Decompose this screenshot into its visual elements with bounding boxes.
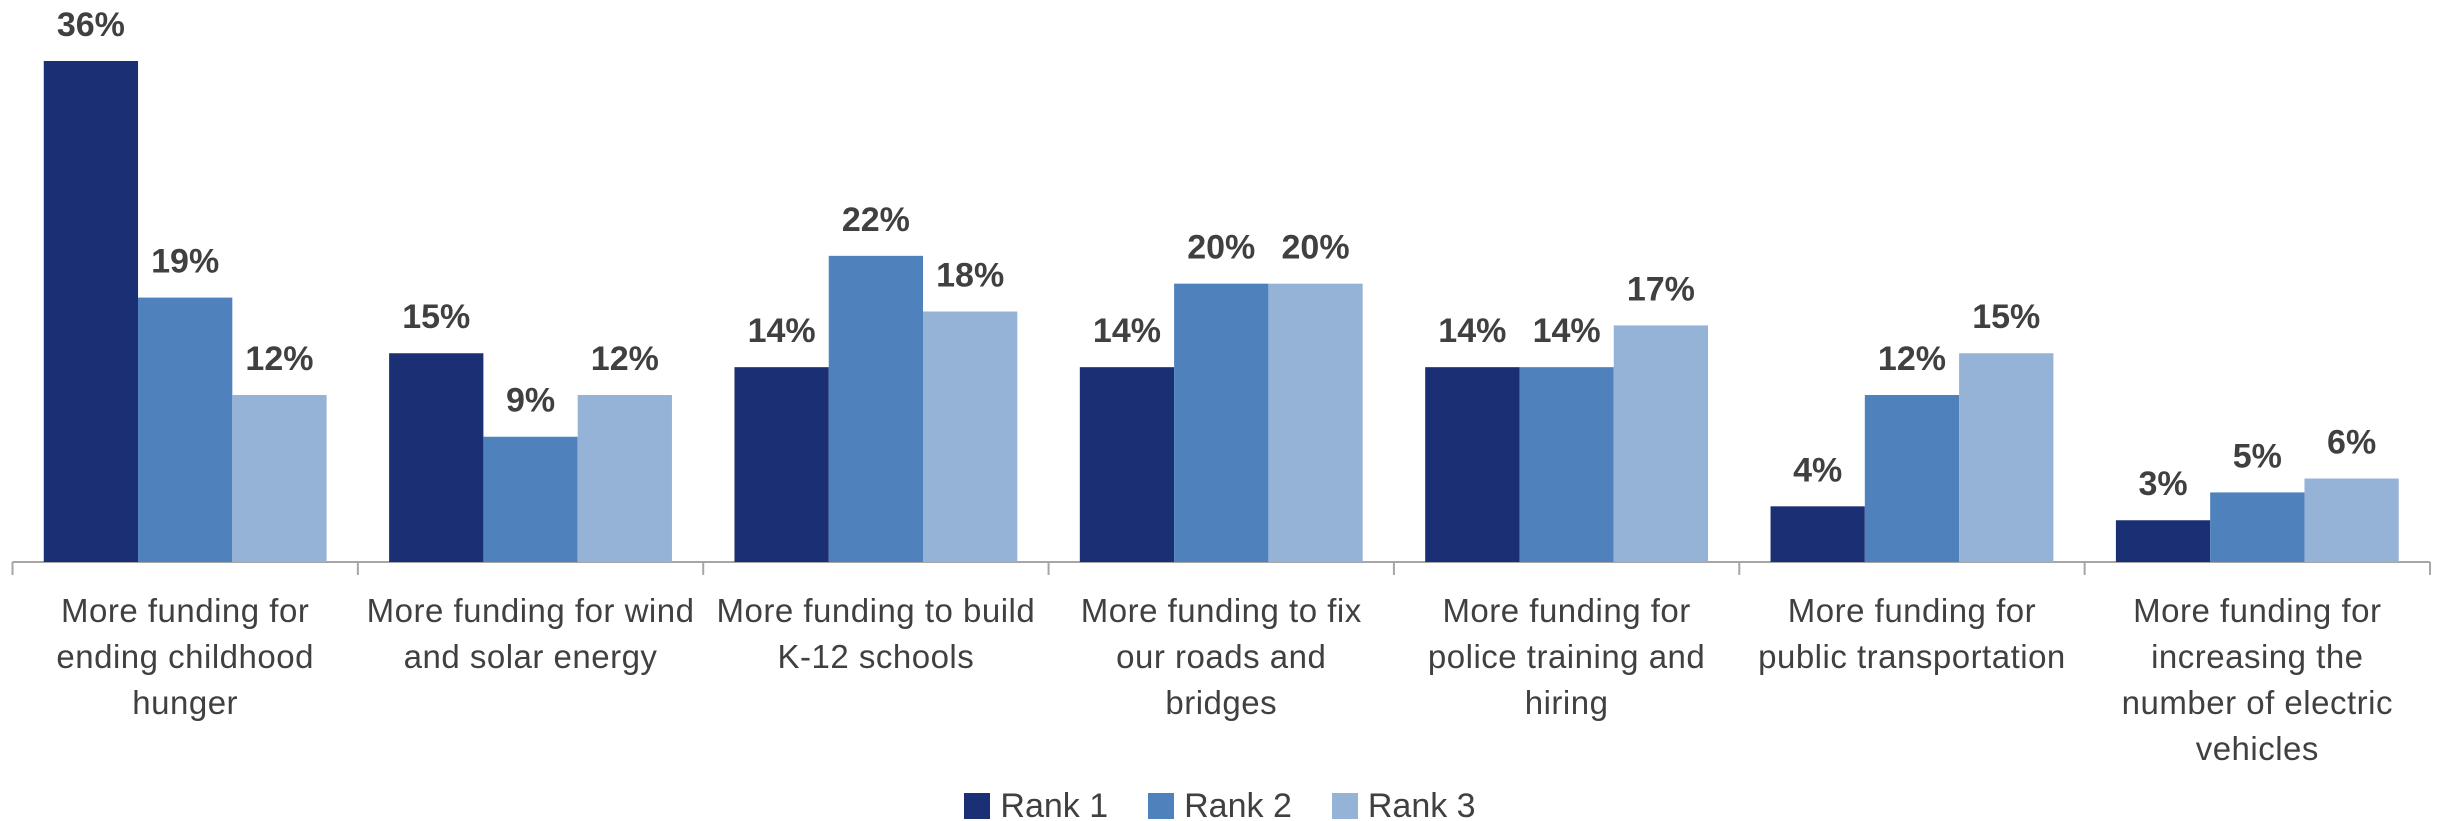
data-label: 20% [1187,229,1255,267]
bar [2304,478,2399,562]
bar [232,395,327,562]
bar [1519,367,1614,562]
data-label: 4% [1793,451,1842,489]
legend-swatch [964,793,991,819]
data-label: 20% [1282,229,1350,267]
legend-label: Rank 3 [1367,786,1476,821]
data-label: 12% [1878,340,1946,378]
bar [2115,520,2211,562]
x-tick-label: More funding to fix our roads and bridge… [1080,592,1362,721]
data-label: 5% [2233,437,2282,475]
bar [2210,492,2305,562]
x-tick-label: More funding to build K-12 schools [716,592,1036,675]
x-tick-label: More funding for public transportation [1758,592,2066,675]
bar [1770,506,1865,562]
data-label: 19% [151,243,219,281]
bar [1959,353,2054,562]
data-label: 17% [1627,270,1695,308]
legend-item: Rank 2 [1148,786,1292,821]
bar [923,311,1018,562]
legend-label: Rank 2 [1184,786,1292,821]
bar [483,436,578,562]
data-label: 18% [936,256,1004,294]
bar [734,367,829,562]
bar [577,395,672,562]
bar [43,61,139,562]
data-label: 14% [1093,312,1161,350]
bar [1174,283,1269,562]
legend-label: Rank 1 [1000,786,1109,821]
data-label: 14% [1438,312,1506,350]
x-tick-label: More funding for wind and solar energy [366,592,695,675]
x-tick-label: More funding for police training and hir… [1427,592,1706,721]
data-label: 15% [1972,298,2040,336]
legend-swatch [1331,793,1358,819]
data-label: 14% [748,312,816,350]
data-label: 9% [506,382,555,420]
x-tick-label: More funding for increasing the number o… [2121,592,2393,767]
data-label: 12% [245,340,313,378]
bar [828,255,924,563]
data-label: 6% [2327,423,2376,461]
bar [1864,395,1960,562]
bar [1425,367,1520,562]
legend-item: Rank 1 [964,786,1108,821]
data-label: 15% [402,298,470,336]
bar [1613,325,1709,562]
data-label: 14% [1533,312,1601,350]
legend-item: Rank 3 [1331,786,1476,821]
bar [1268,283,1363,562]
bar [138,297,233,562]
data-label: 36% [57,6,125,44]
data-label: 22% [842,201,910,239]
data-label: 12% [591,340,659,378]
x-tick-label: More funding for ending childhood hunger [56,592,314,721]
legend: Rank 1 Rank 2 Rank 3 [0,786,2440,821]
data-label: 3% [2138,465,2187,503]
bar [1079,367,1175,562]
legend-swatch [1148,793,1175,819]
bar [389,353,484,562]
